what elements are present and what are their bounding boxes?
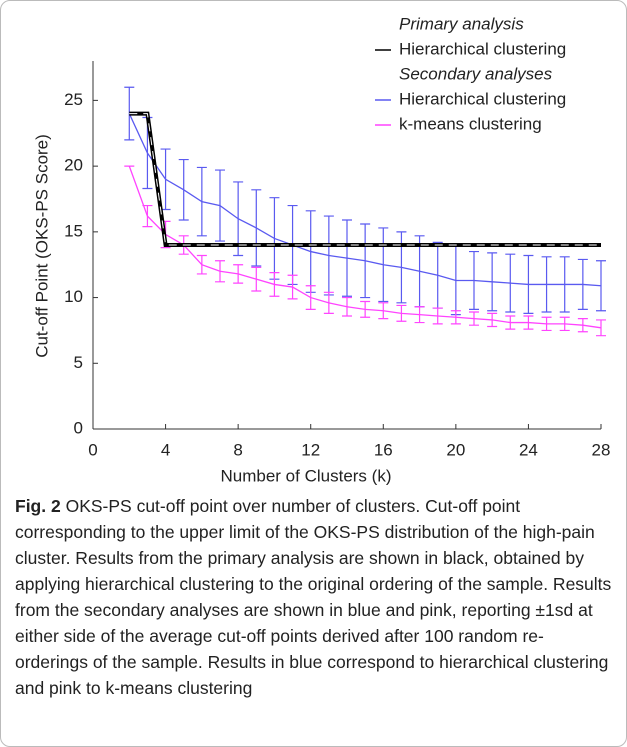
series-line-dash [129,113,601,246]
x-tick-label: 16 [374,440,393,459]
x-tick-label: 0 [88,440,97,459]
x-tick-label: 8 [233,440,242,459]
legend-label: k-means clustering [399,114,542,133]
y-tick-label: 15 [64,221,83,240]
legend-label: Hierarchical clustering [399,39,566,58]
series-line [128,165,602,329]
legend-label: Hierarchical clustering [399,89,566,108]
caption-label: Fig. 2 [15,496,61,516]
x-tick-label: 24 [519,440,538,459]
legend-heading: Secondary analyses [399,64,553,83]
x-axis-label: Number of Clusters (k) [221,466,392,485]
y-tick-label: 10 [64,287,83,306]
y-tick-label: 20 [64,156,83,175]
x-tick-label: 4 [161,440,170,459]
x-tick-label: 12 [301,440,320,459]
caption-text: OKS-PS cut-off point over number of clus… [15,496,612,698]
y-tick-label: 5 [74,353,83,372]
y-axis-label: Cut-off Point (OKS-PS Score) [32,134,51,358]
y-tick-label: 25 [64,90,83,109]
series-line [128,113,602,287]
legend-heading: Primary analysis [399,14,524,33]
x-tick-label: 20 [446,440,465,459]
y-tick-label: 0 [74,418,83,437]
caption: Fig. 2 OKS-PS cut-off point over number … [15,493,615,701]
x-tick-label: 28 [592,440,611,459]
chart: Number of Clusters (k) Cut-off Point (OK… [32,14,611,485]
